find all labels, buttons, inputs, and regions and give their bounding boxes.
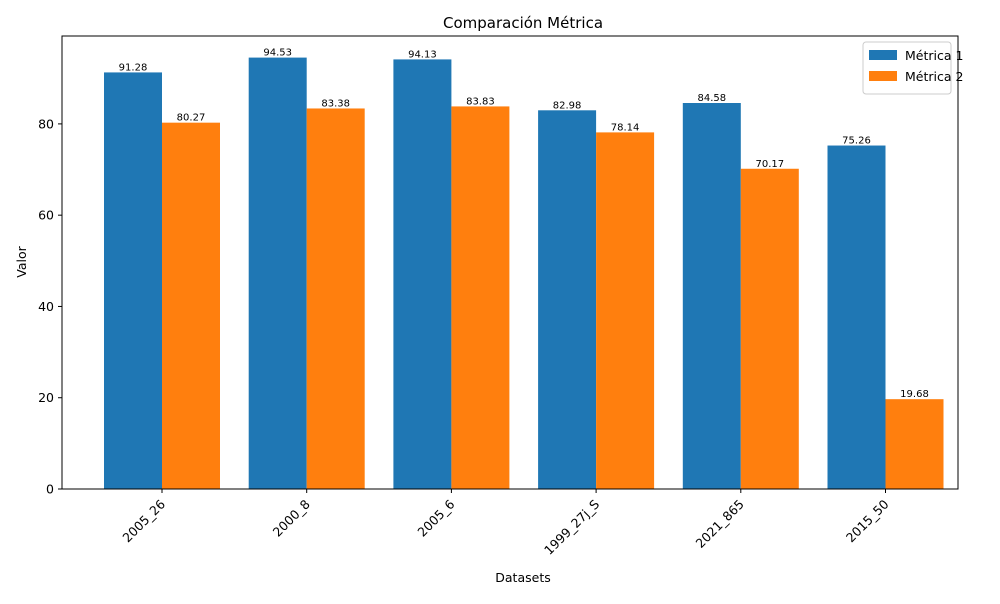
data-label: 80.27 [177, 113, 206, 124]
data-label: 19.68 [900, 389, 929, 400]
y-tick-label: 20 [38, 390, 54, 405]
x-tick-label: 2015_50 [843, 496, 892, 545]
bar-2-2015_50 [885, 399, 944, 489]
data-label: 82.98 [553, 100, 582, 111]
chart-title: Comparación Métrica [443, 14, 603, 32]
legend-swatch [869, 50, 897, 60]
x-tick-label: 2021_865 [693, 497, 747, 551]
bar-2-2005_6 [451, 106, 510, 490]
y-tick-label: 80 [38, 116, 54, 131]
plot-area: 91.28 80.27 94.53 83.38 94.13 83.83 82.98 78.14… [38, 35, 959, 558]
y-axis-label: Valor [14, 245, 29, 277]
bar-1-2000_8 [248, 57, 307, 490]
bar-2-2021_865 [740, 168, 799, 489]
x-tick-label: 2000_8 [270, 496, 313, 539]
bar-1-2005_6 [393, 59, 452, 489]
legend-label: Métrica 1 [905, 48, 963, 63]
data-label: 84.58 [697, 93, 726, 104]
bar-2-2005_26 [162, 122, 220, 490]
legend-label: Métrica 2 [905, 69, 963, 84]
bar-2-2000_8 [306, 108, 365, 489]
data-label: 91.28 [119, 62, 148, 73]
data-label: 70.17 [755, 159, 784, 170]
data-label: 78.14 [611, 122, 640, 133]
x-axis-label: Datasets [495, 570, 550, 585]
bar-1-2015_50 [827, 145, 886, 489]
bar-1-1999_27j_S [538, 110, 597, 490]
y-tick-label: 60 [38, 208, 54, 223]
bar-1-2021_865 [682, 103, 741, 489]
data-label: 94.13 [408, 49, 437, 60]
legend-swatch [869, 71, 897, 81]
y-tick-label: 0 [46, 482, 54, 497]
data-label: 83.83 [466, 96, 495, 107]
bar-2-1999_27j_S [596, 132, 655, 489]
x-tick-label: 2005_26 [119, 496, 168, 545]
legend: Métrica 1 Métrica 2 [862, 41, 963, 95]
data-label: 83.38 [321, 98, 350, 109]
data-label: 94.53 [263, 48, 292, 59]
y-tick-label: 40 [38, 299, 54, 314]
bar-1-2005_26 [104, 72, 162, 490]
data-label: 75.26 [842, 136, 871, 147]
x-tick-label: 2005_6 [414, 496, 457, 539]
axes-frame [61, 35, 959, 490]
x-tick-label: 1999_27j_S [541, 496, 602, 557]
